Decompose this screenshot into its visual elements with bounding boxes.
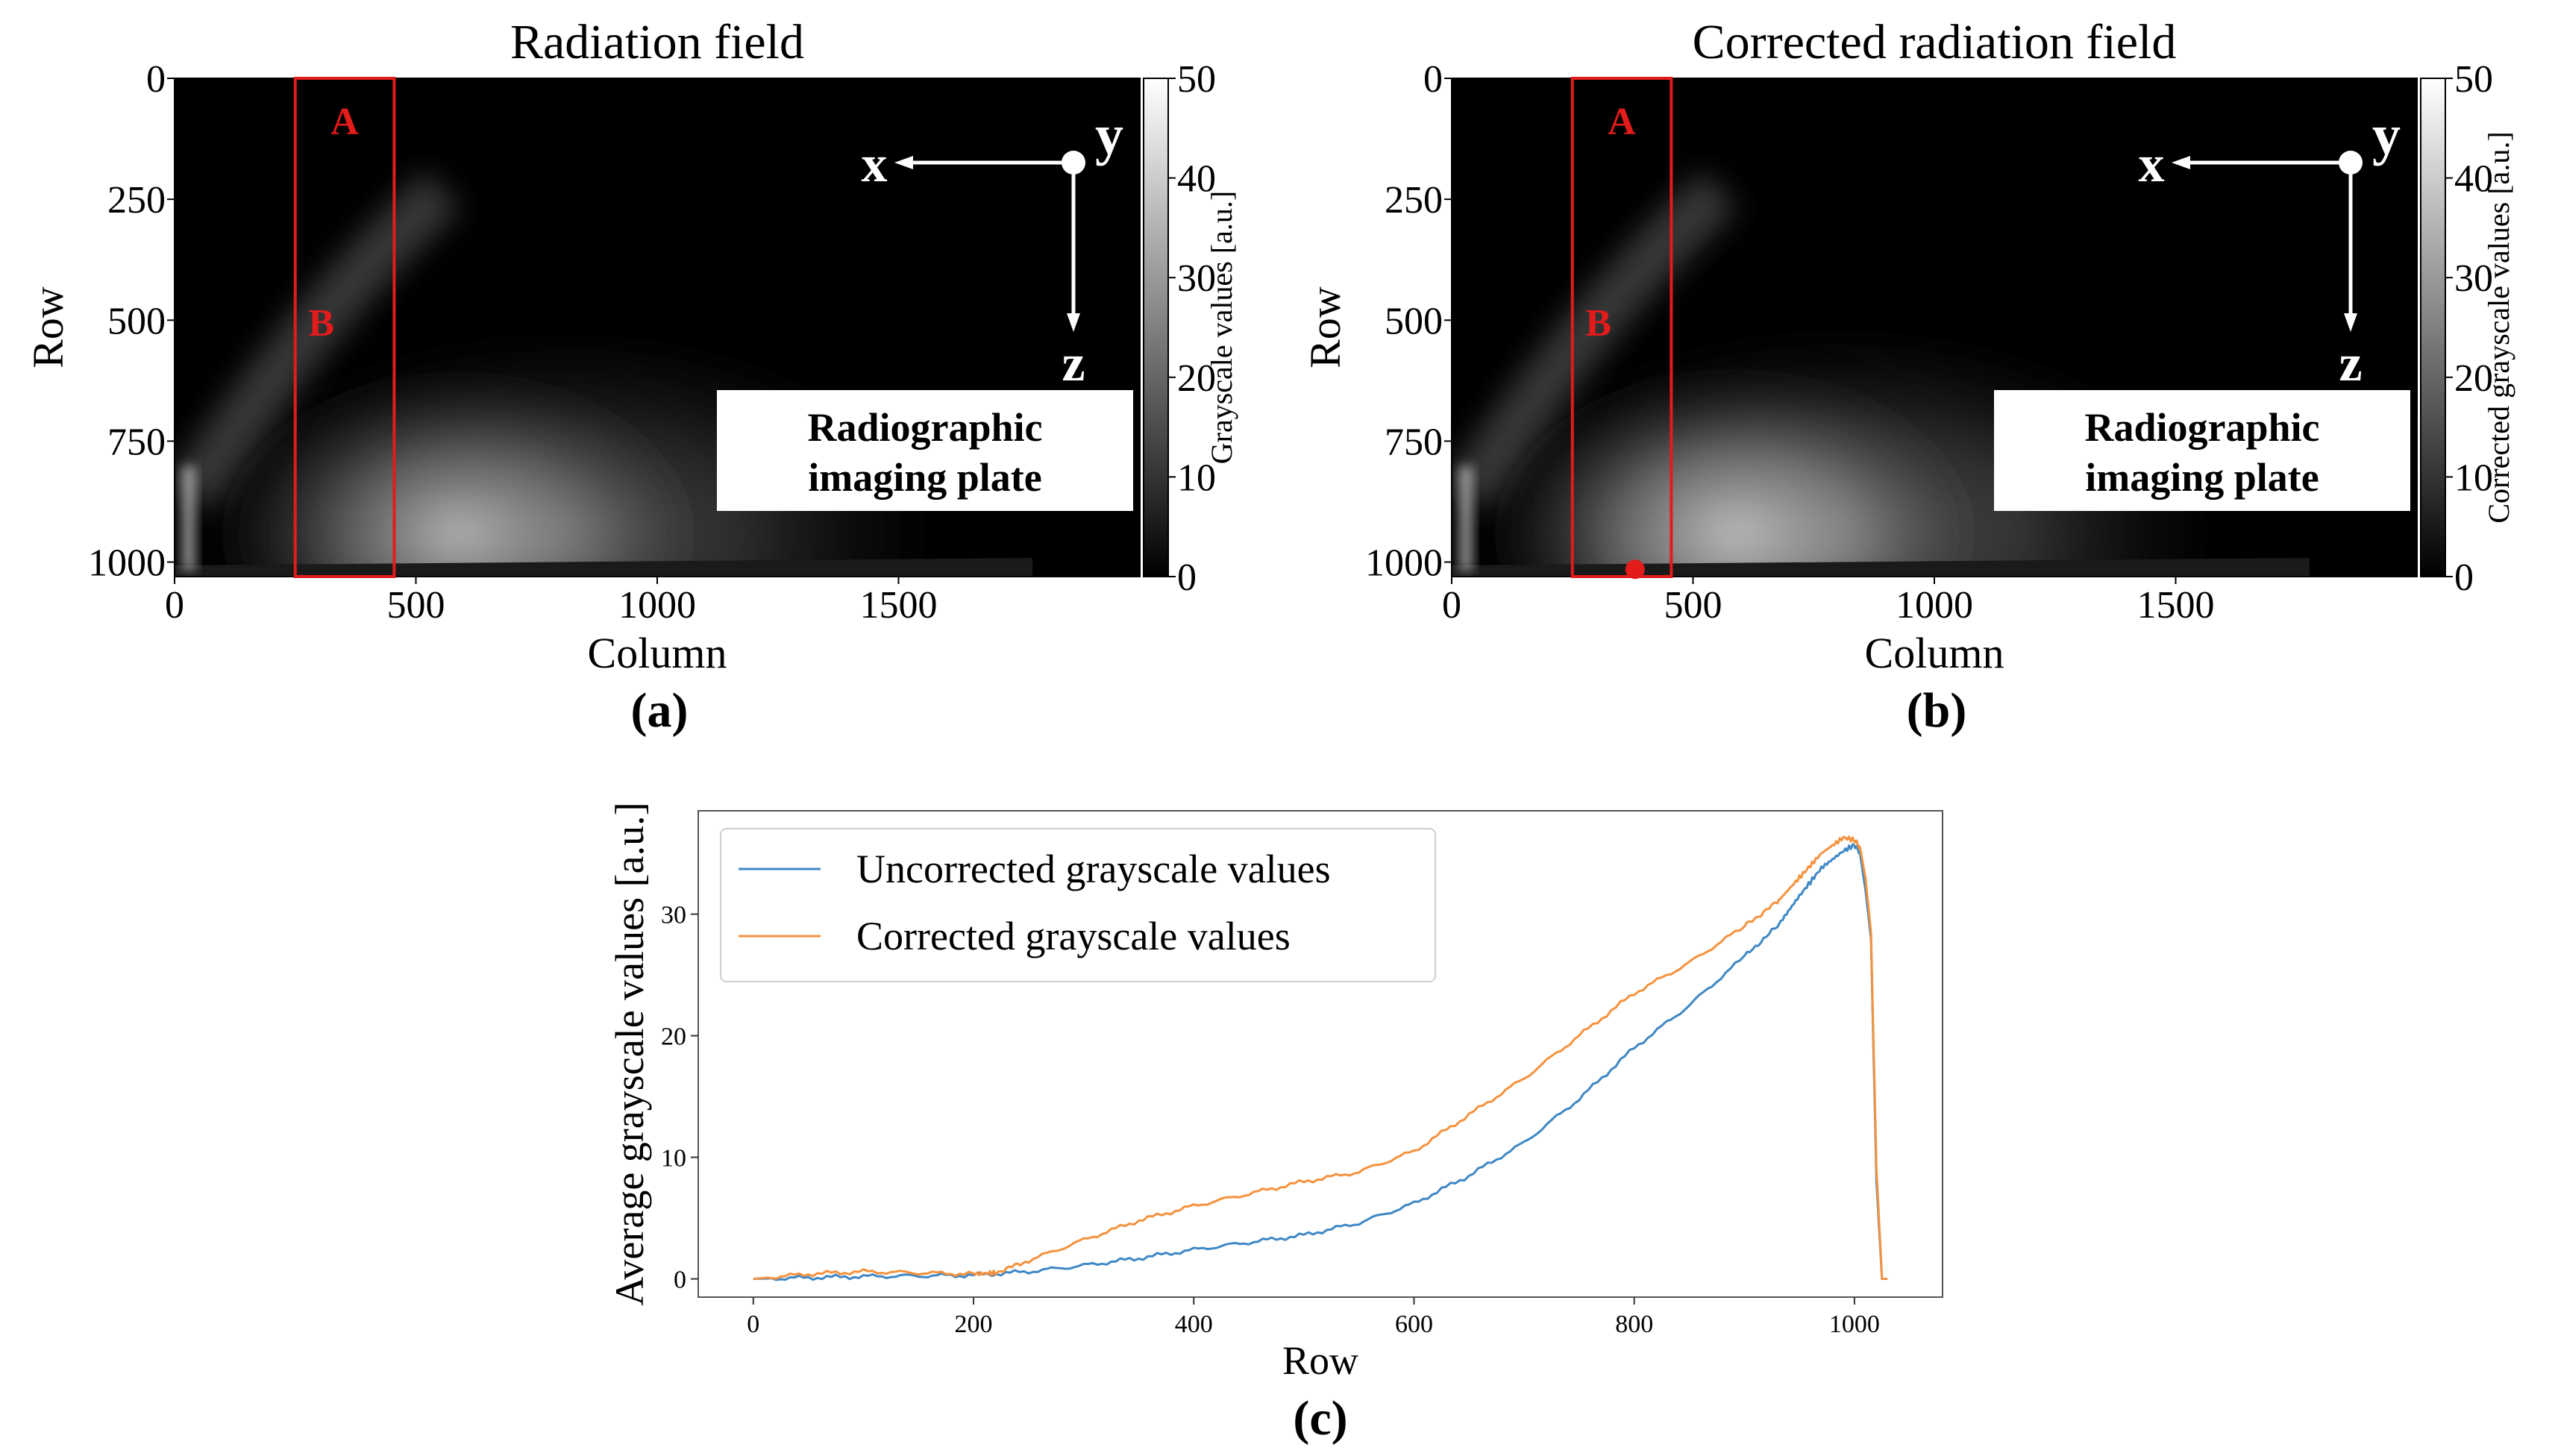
y-tick-label: 500 [1385, 300, 1443, 342]
chart-title: Radiation field [510, 15, 804, 69]
legend: Uncorrected grayscale values Corrected gr… [720, 828, 1436, 982]
panel-label: (b) [1907, 683, 1967, 738]
y-tick-label: 1000 [1365, 542, 1443, 585]
x-arrow-head [894, 156, 913, 169]
x-axis-label: Row [1282, 1338, 1358, 1383]
x-axis-label: Column [588, 629, 727, 677]
panel-c: 0 200 400 600 800 1000 0 10 20 30 Row Average grays… [607, 802, 1943, 1446]
plate-label-box [717, 390, 1133, 511]
region-label-a: A [1608, 101, 1636, 143]
plate-label-line-1: Radiographic [2084, 405, 2319, 450]
panel-label: (a) [631, 683, 689, 738]
axis-letter-x: x [2139, 136, 2165, 193]
y-tick-label: 250 [107, 179, 166, 222]
colorbar-tick-label: 20 [2454, 357, 2493, 400]
y-axis-label: Row [1301, 286, 1349, 368]
legend-entry: Uncorrected grayscale values [856, 847, 1331, 891]
legend-box [720, 828, 1436, 982]
y-axis-label: Average grayscale values [a.u.] [607, 802, 652, 1305]
y-origin-dot [2339, 151, 2363, 175]
y-tick-label: 30 [661, 902, 686, 929]
colorbar-tick-label: 40 [1177, 158, 1216, 201]
region-label-b: B [1585, 302, 1611, 345]
panel-label: (c) [1293, 1391, 1347, 1446]
region-label-a: A [330, 101, 359, 143]
x-tick-label: 1000 [1829, 1311, 1880, 1338]
y-axis-label: Row [24, 286, 72, 368]
series-line-corrected [753, 835, 1889, 1280]
plate-label-box [1994, 390, 2410, 511]
y-tick-label: 1000 [88, 542, 166, 585]
chart-title: Corrected radiation field [1693, 15, 2177, 69]
plate-label-line-2: imaging plate [2085, 455, 2319, 500]
heatmap-streak [1452, 171, 1738, 511]
x-arrow-head [2172, 156, 2190, 169]
z-arrow-head [1067, 313, 1080, 332]
colorbar [2420, 78, 2446, 577]
colorbar-tick-label: 0 [2454, 556, 2474, 599]
colorbar-tick-label: 40 [2454, 158, 2493, 201]
x-axis-label: Column [1865, 629, 2004, 677]
plate-edge [1452, 558, 2310, 577]
marker-point [1625, 559, 1645, 580]
region-box [1570, 77, 1673, 578]
colorbar-label: Grayscale values [a.u.] [1205, 191, 1238, 464]
y-tick-label: 750 [107, 421, 166, 463]
x-tick-label: 200 [955, 1311, 993, 1338]
x-tick-label: 600 [1395, 1311, 1433, 1338]
x-tick-label: 800 [1615, 1311, 1653, 1338]
axis-letter-y: y [1095, 104, 1123, 166]
colorbar-tick-label: 50 [2454, 58, 2493, 101]
heatmap-streak [175, 171, 461, 511]
colorbar-tick-label: 10 [1177, 456, 1216, 499]
x-tick-label: 1000 [618, 584, 696, 627]
plate-left-edge [182, 466, 195, 571]
y-tick-label: 500 [107, 300, 166, 342]
x-tick-label: 500 [387, 584, 445, 627]
y-tick-label: 20 [661, 1023, 686, 1051]
colorbar-tick-label: 30 [1177, 257, 1216, 300]
region-label-b: B [308, 302, 334, 345]
z-arrow-head [2344, 313, 2357, 332]
region-box [293, 77, 396, 578]
heatmap-glow-core [1467, 354, 2004, 577]
series-line-uncorrected [753, 843, 1889, 1281]
axis-letter-z: z [2339, 335, 2362, 392]
colorbar-tick-label: 50 [1177, 58, 1216, 101]
colorbar-tick-label: 10 [2454, 456, 2493, 499]
colorbar-label: Corrected grayscale values [a.u.] [2482, 131, 2515, 523]
y-tick-label: 0 [674, 1267, 686, 1294]
x-tick-label: 1500 [2137, 584, 2215, 627]
plate-left-edge [1459, 466, 1473, 571]
y-tick-label: 250 [1385, 179, 1443, 222]
x-tick-label: 500 [1664, 584, 1722, 627]
x-tick-label: 400 [1175, 1311, 1213, 1338]
y-tick-label: 0 [146, 58, 166, 101]
y-tick-label: 750 [1385, 421, 1443, 463]
plate-label-line-2: imaging plate [808, 455, 1042, 500]
legend-entry: Corrected grayscale values [856, 914, 1291, 958]
x-tick-label: 0 [165, 584, 184, 627]
x-tick-label: 1000 [1896, 584, 1973, 627]
x-tick-label: 1500 [860, 584, 938, 627]
axis-letter-x: x [862, 136, 888, 193]
x-tick-label: 0 [747, 1311, 759, 1338]
y-tick-label: 10 [661, 1145, 686, 1173]
axis-letter-z: z [1062, 335, 1085, 392]
x-tick-label: 0 [1442, 584, 1461, 627]
y-tick-label: 0 [1423, 58, 1443, 101]
heatmap-glow-core [189, 354, 727, 577]
colorbar-tick-label: 30 [2454, 257, 2493, 300]
colorbar-tick-label: 20 [1177, 357, 1216, 400]
colorbar-tick-label: 0 [1177, 556, 1197, 599]
plate-edge [175, 558, 1032, 577]
y-origin-dot [1062, 151, 1085, 175]
plate-label-line-1: Radiographic [807, 405, 1042, 450]
axis-letter-y: y [2372, 104, 2401, 166]
colorbar [1143, 78, 1169, 577]
